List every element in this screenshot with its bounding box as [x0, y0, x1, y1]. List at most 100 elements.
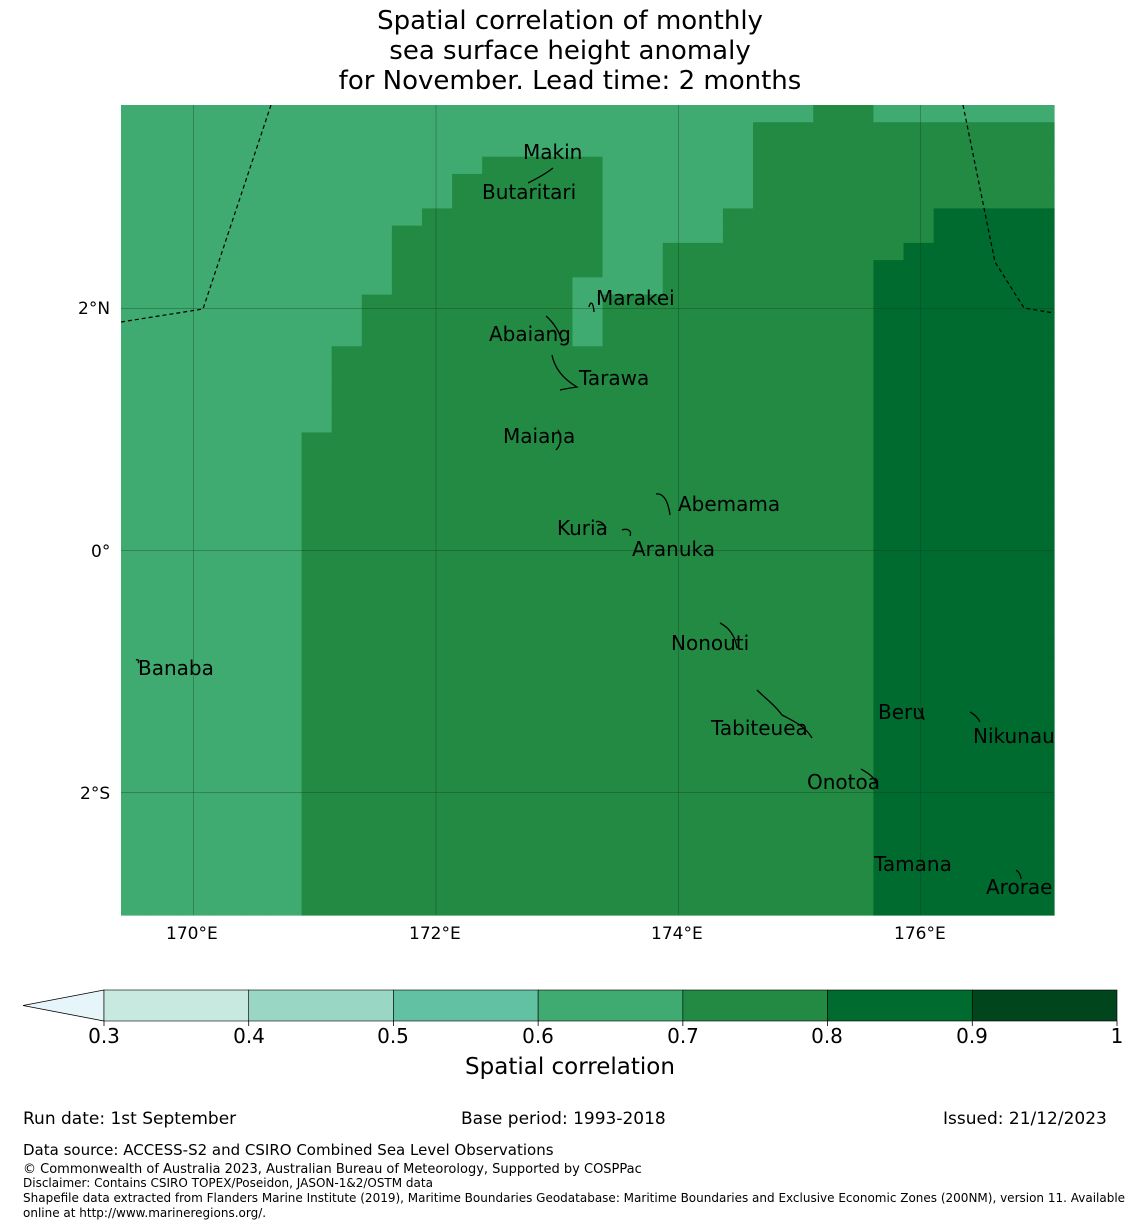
heatmap-cell — [993, 587, 1025, 606]
heatmap-cell — [181, 501, 212, 520]
heatmap-cell — [572, 346, 604, 365]
heatmap-cell — [572, 449, 604, 468]
heatmap-cell — [813, 880, 844, 899]
heatmap-cell — [783, 553, 814, 571]
heatmap-cell — [331, 846, 363, 864]
heatmap-cell — [421, 725, 453, 744]
heatmap-cell — [873, 294, 905, 313]
heatmap-cell — [482, 846, 513, 864]
heatmap-cell — [692, 828, 724, 847]
heatmap-cell — [452, 311, 483, 330]
heatmap-cell — [542, 449, 574, 468]
heatmap-cell — [271, 828, 303, 847]
heatmap-cell — [843, 708, 875, 727]
heatmap-cell — [482, 742, 513, 761]
heatmap-cell — [181, 380, 212, 399]
heatmap-cell — [211, 587, 242, 606]
heatmap-cell — [151, 363, 182, 382]
colorbar-segment — [682, 989, 828, 1022]
heatmap-cell — [301, 346, 333, 365]
heatmap-cell — [1023, 794, 1055, 813]
heatmap-cell — [151, 208, 182, 227]
heatmap-cell — [391, 553, 423, 571]
heatmap-cell — [331, 759, 363, 778]
heatmap-cell — [421, 277, 453, 296]
heatmap-cell — [211, 311, 242, 330]
heatmap-cell — [331, 294, 363, 313]
heatmap-cell — [602, 656, 634, 675]
heatmap-cell — [331, 484, 363, 502]
heatmap-cell — [271, 380, 303, 399]
heatmap-cell — [993, 432, 1025, 451]
colorbar — [22, 989, 1118, 1026]
heatmap-cell — [512, 811, 543, 830]
heatmap-cell — [572, 880, 604, 899]
heatmap-cell — [813, 656, 844, 675]
heatmap-cell — [241, 535, 273, 554]
heatmap-cell — [993, 242, 1025, 261]
heatmap-cell — [271, 518, 303, 537]
heatmap-cell — [361, 777, 393, 795]
heatmap-cell — [421, 604, 453, 623]
heatmap-cell — [482, 673, 513, 692]
heatmap-cell — [632, 432, 664, 451]
heatmap-cell — [873, 449, 905, 468]
place-arorae: Arorae — [986, 875, 1053, 899]
heatmap-cell — [542, 242, 574, 261]
heatmap-cell — [271, 156, 303, 175]
heatmap-cell — [301, 673, 333, 692]
heatmap-cell — [421, 191, 453, 209]
place-tabiteuea: Tabiteuea — [711, 716, 808, 740]
heatmap-cell — [512, 656, 543, 675]
heatmap-cell — [903, 277, 935, 296]
heatmap-cell — [1023, 846, 1055, 864]
heatmap-cell — [271, 777, 303, 795]
heatmap-cell — [572, 811, 604, 830]
heatmap-cell — [933, 570, 965, 589]
heatmap-cell — [843, 673, 875, 692]
heatmap-cell — [722, 897, 754, 916]
heatmap-cell — [933, 897, 965, 916]
heatmap-cell — [1023, 777, 1055, 795]
heatmap-cell — [963, 828, 995, 847]
heatmap-cell — [783, 122, 814, 141]
heatmap-cell — [482, 535, 513, 554]
heatmap-cell — [421, 415, 453, 434]
heatmap-cell — [151, 604, 182, 623]
heatmap-cell — [452, 277, 483, 296]
heatmap-cell — [512, 828, 543, 847]
heatmap-cell — [151, 260, 182, 278]
heatmap-cell — [331, 346, 363, 365]
heatmap-cell — [391, 484, 423, 502]
heatmap-cell — [993, 466, 1025, 485]
heatmap-cell — [241, 708, 273, 727]
heatmap-cell — [421, 380, 453, 399]
heatmap-cell — [993, 156, 1025, 175]
heatmap-cell — [271, 622, 303, 640]
heatmap-cell — [452, 225, 483, 244]
heatmap-cell — [331, 604, 363, 623]
heatmap-cell — [482, 449, 513, 468]
heatmap-cell — [211, 863, 242, 882]
island-tarawa — [551, 354, 579, 391]
heatmap-cell — [391, 346, 423, 365]
heatmap-cell — [452, 466, 483, 485]
heatmap-cell — [632, 380, 664, 399]
heatmap-cell — [542, 656, 574, 675]
heatmap-cell — [933, 828, 965, 847]
heatmap-cell — [301, 242, 333, 261]
heatmap-cell — [632, 363, 664, 382]
heatmap-cell — [873, 191, 905, 209]
heatmap-cell — [542, 432, 574, 451]
heatmap-cell — [572, 397, 604, 416]
heatmap-cell — [211, 397, 242, 416]
heatmap-cell — [753, 484, 784, 502]
heatmap-cell — [963, 794, 995, 813]
heatmap-cell — [903, 173, 935, 192]
heatmap-cell — [512, 329, 543, 347]
heatmap-cell — [542, 811, 574, 830]
heatmap-cell — [602, 777, 634, 795]
heatmap-cell — [632, 777, 664, 795]
heatmap-cell — [211, 294, 242, 313]
heatmap-cell — [843, 535, 875, 554]
